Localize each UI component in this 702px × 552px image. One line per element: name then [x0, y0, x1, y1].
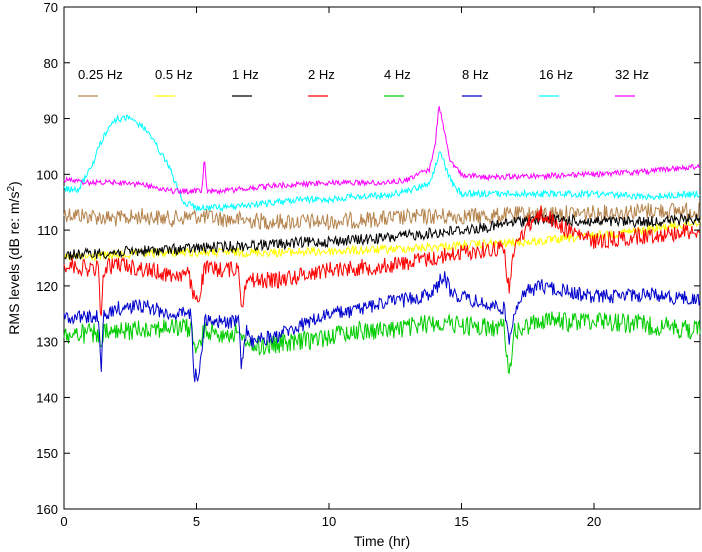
legend-label: 0.5 Hz	[155, 67, 193, 82]
series-line-5	[63, 271, 701, 383]
legend-label: 4 Hz	[384, 67, 411, 82]
x-tick-label: 0	[60, 514, 67, 529]
x-tick-label: 5	[193, 514, 200, 529]
x-tick-label: 15	[454, 514, 468, 529]
y-axis-title-superscript: 2	[6, 186, 17, 192]
series-line-2	[63, 212, 701, 261]
y-tick-label: 150	[36, 446, 58, 461]
x-axis-title: Time (hr)	[354, 533, 410, 549]
y-axis-title-main: RMS levels (dB re: m/s	[6, 192, 22, 335]
y-tick-label: 140	[36, 390, 58, 405]
legend-label: 0.25 Hz	[78, 67, 123, 82]
y-tick-label: 130	[36, 335, 58, 350]
x-tick-label: 10	[322, 514, 336, 529]
legend-label: 8 Hz	[462, 67, 489, 82]
y-axis-title: RMS levels (dB re: m/s2)	[6, 181, 22, 334]
y-tick-label: 160	[36, 502, 58, 517]
y-tick-label: 100	[36, 167, 58, 182]
y-tick-label: 80	[44, 56, 58, 71]
legend-label: 2 Hz	[308, 67, 335, 82]
series-line-6	[63, 114, 701, 213]
legend-label: 16 Hz	[539, 67, 573, 82]
x-tick-label: 20	[587, 514, 601, 529]
legend-label: 1 Hz	[232, 67, 259, 82]
y-axis-title-end: )	[6, 181, 22, 186]
series-line-3	[63, 205, 701, 317]
legend: 0.25 Hz 0.5 Hz 1 Hz 2 Hz 4 Hz 8 Hz 16 Hz 32 Hz	[78, 67, 649, 97]
legend-label: 32 Hz	[615, 67, 649, 82]
series-line-7	[63, 106, 700, 196]
series-line-4	[63, 311, 701, 375]
y-tick-label: 120	[36, 279, 58, 294]
series-layer	[63, 106, 701, 383]
series-line-0	[63, 201, 701, 231]
y-tick-label: 110	[37, 223, 58, 238]
y-tick-label: 70	[44, 0, 58, 15]
plot-area	[63, 6, 701, 510]
axis-layer: 0 5 10 15 20 70 80 90 100 110 120 130 140 150 160	[36, 0, 700, 529]
y-tick-label: 90	[44, 112, 58, 127]
